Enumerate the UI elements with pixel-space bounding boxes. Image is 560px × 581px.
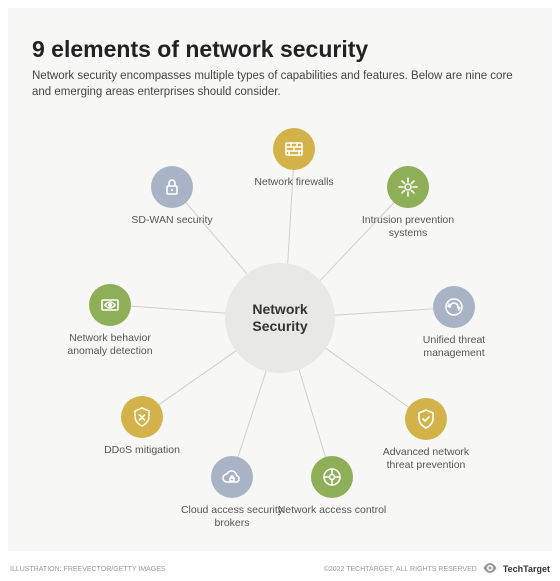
diagram-node: Cloud access security brokers xyxy=(177,456,287,530)
footer-credit: ILLUSTRATION: FREEVECTOR/GETTY IMAGES xyxy=(10,566,166,573)
node-label: Network behavior anomaly detection xyxy=(55,332,165,358)
eye-icon xyxy=(483,563,497,575)
center-bubble: NetworkSecurity xyxy=(225,263,335,373)
radial-diagram: NetworkSecurity Network firewalls Intrusi… xyxy=(32,108,528,528)
node-label: Advanced network threat prevention xyxy=(371,446,481,472)
firewall-icon xyxy=(273,128,315,170)
diagram-node: DDoS mitigation xyxy=(87,396,197,457)
node-label: Cloud access security brokers xyxy=(177,504,287,530)
footer: ILLUSTRATION: FREEVECTOR/GETTY IMAGES ©2… xyxy=(0,559,560,581)
shield-check-icon xyxy=(405,398,447,440)
node-label: Unified threat management xyxy=(399,334,509,360)
diagram-node: Network firewalls xyxy=(239,128,349,189)
cloud-lock-icon xyxy=(211,456,253,498)
node-label: Intrusion prevention systems xyxy=(353,214,463,240)
ips-icon xyxy=(387,166,429,208)
nac-icon xyxy=(311,456,353,498)
diagram-node: Intrusion prevention systems xyxy=(353,166,463,240)
utm-icon xyxy=(433,286,475,328)
center-label: NetworkSecurity xyxy=(252,301,307,336)
diagram-node: Unified threat management xyxy=(399,286,509,360)
diagram-node: SD-WAN security xyxy=(117,166,227,227)
footer-copyright: ©2022 TECHTARGET, ALL RIGHTS RESERVED xyxy=(324,566,477,573)
diagram-node: Advanced network threat prevention xyxy=(371,398,481,472)
node-label: Network firewalls xyxy=(254,176,333,189)
page-title: 9 elements of network security xyxy=(32,36,528,63)
diagram-node: Network behavior anomaly detection xyxy=(55,284,165,358)
lock-icon xyxy=(151,166,193,208)
eye-icon xyxy=(89,284,131,326)
diagram-node: Network access control xyxy=(277,456,387,517)
page-subtitle: Network security encompasses multiple ty… xyxy=(32,69,528,100)
node-label: DDoS mitigation xyxy=(104,444,180,457)
node-label: Network access control xyxy=(278,504,387,517)
node-label: SD-WAN security xyxy=(131,214,212,227)
techtarget-logo: TechTarget xyxy=(503,564,550,574)
shield-x-icon xyxy=(121,396,163,438)
infographic-frame: 9 elements of network security Network s… xyxy=(8,8,552,551)
